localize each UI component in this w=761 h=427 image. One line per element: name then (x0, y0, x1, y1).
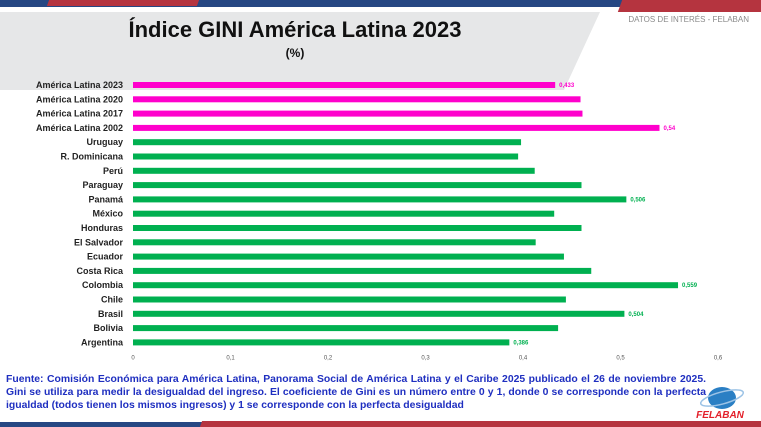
page-subtitle: (%) (285, 46, 305, 60)
category-label: R. Dominicana (60, 152, 124, 162)
category-label: México (92, 209, 123, 219)
bar (133, 282, 679, 289)
data-label: 0,506 (630, 197, 646, 203)
top-bar (0, 0, 761, 7)
bar (133, 339, 510, 346)
bar (133, 325, 559, 332)
category-label: América Latina 2023 (36, 80, 123, 90)
category-label: América Latina 2020 (36, 94, 123, 104)
category-label: Honduras (81, 223, 123, 233)
category-label: Colombia (82, 280, 124, 290)
bar (133, 153, 519, 160)
data-label: 0,54 (664, 126, 676, 132)
bar (133, 296, 566, 303)
data-label: 0,559 (682, 283, 698, 289)
category-label: El Salvador (74, 237, 124, 247)
category-label: Costa Rica (76, 266, 124, 276)
top-accent-right (617, 0, 761, 12)
category-label: Ecuador (87, 252, 124, 262)
bar (133, 182, 582, 189)
category-label: Panamá (88, 194, 124, 204)
bar (133, 96, 581, 103)
x-tick-label: 0,4 (519, 355, 528, 361)
bar (133, 225, 582, 231)
category-label: Uruguay (86, 137, 123, 147)
data-label: 0,433 (559, 83, 575, 89)
category-label: Perú (103, 166, 123, 176)
svg-text:FELABAN: FELABAN (696, 410, 745, 421)
top-accent (46, 0, 200, 6)
bottom-accent (199, 421, 761, 427)
category-label: Argentina (81, 337, 124, 347)
bar (133, 82, 556, 88)
x-tick-label: 0 (131, 355, 135, 361)
title-banner (0, 12, 600, 90)
source-note: Fuente: Comisión Económica para América … (6, 374, 706, 411)
category-label: América Latina 2002 (36, 123, 123, 133)
x-tick-label: 0,3 (421, 355, 430, 361)
bar (133, 167, 535, 174)
category-label: Chile (101, 295, 123, 305)
bar (133, 210, 555, 217)
category-label: Brasil (98, 309, 123, 319)
bar (133, 110, 583, 117)
x-tick-label: 0,1 (226, 355, 235, 361)
x-tick-label: 0,2 (324, 355, 333, 361)
data-label: 0,386 (513, 340, 529, 346)
bar (133, 196, 627, 203)
bar (133, 239, 536, 246)
bar (133, 139, 522, 146)
x-tick-label: 0,6 (714, 355, 723, 361)
bar (133, 267, 592, 274)
category-label: Paraguay (82, 180, 123, 190)
brand-label: DATOS DE INTERÉS - FELABAN (628, 15, 749, 24)
bar (133, 310, 625, 317)
x-tick-label: 0,5 (616, 355, 625, 361)
bar (133, 124, 660, 131)
data-label: 0,504 (628, 312, 644, 318)
page-title: Índice GINI América Latina 2023 (128, 17, 462, 42)
category-label: Bolivia (93, 323, 124, 333)
felaban-logo: FELABAN (696, 387, 745, 421)
category-label: América Latina 2017 (36, 109, 123, 119)
gini-bar-chart: América Latina 2023 0,433 América Latina 2… (36, 80, 723, 361)
bar (133, 253, 564, 260)
